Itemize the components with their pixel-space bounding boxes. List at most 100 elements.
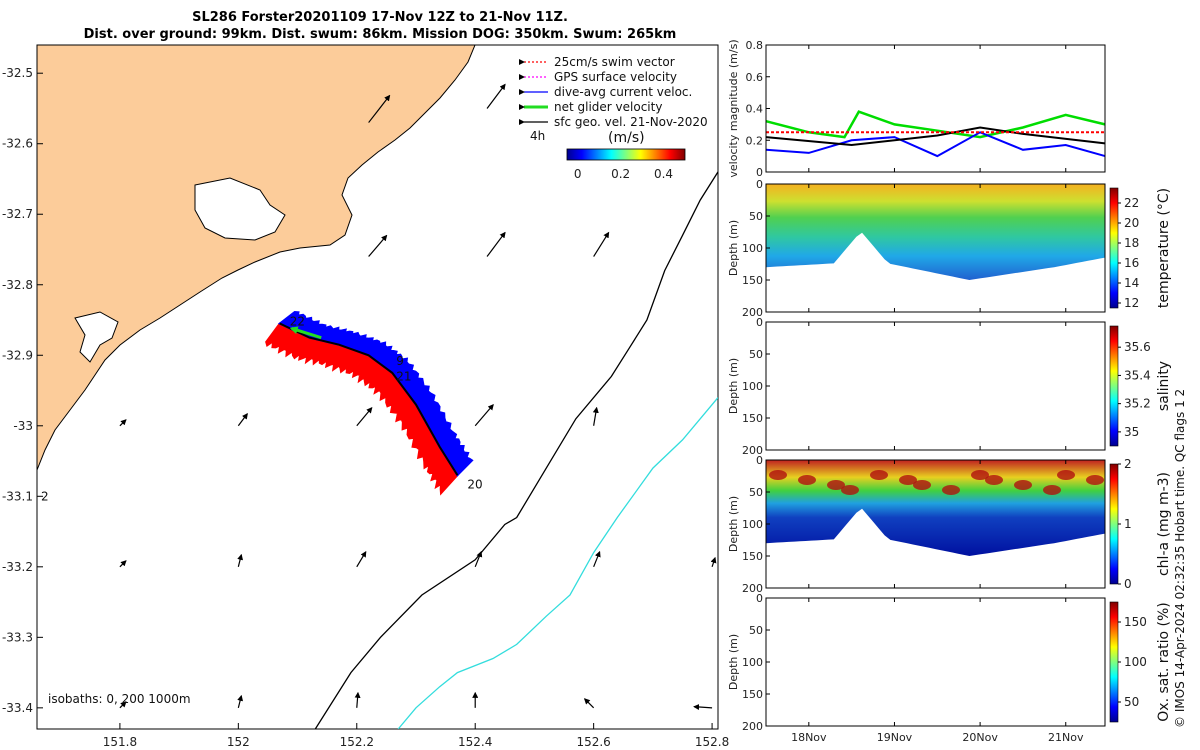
panel-ytick-label: 200	[742, 720, 763, 733]
legend-entry: dive-avg current veloc.	[554, 85, 692, 99]
panel-ytick-label: 100	[742, 380, 763, 393]
panel-ytick-label: 150	[742, 412, 763, 425]
panel-colorbar-tick: 0	[1124, 577, 1132, 591]
chla-maximum-patch	[1057, 470, 1075, 480]
chla-maximum-patch	[827, 480, 845, 490]
panel-ytick-label: 100	[742, 518, 763, 531]
panel-colorbar-tick: 22	[1124, 196, 1139, 210]
panel-colorbar-tick: 16	[1124, 256, 1139, 270]
isobath-1000m	[397, 397, 718, 729]
panel-ytick-label: 150	[742, 550, 763, 563]
geo-velocity-vector	[119, 701, 127, 709]
panel-ytick-label: 150	[742, 688, 763, 701]
geo-velocity-vector	[368, 234, 388, 257]
panel-ylabel: Depth (m)	[727, 358, 740, 414]
panel-ytick-label: 150	[742, 274, 763, 287]
salinity-panel: 0 50 100 150 200 Depth (m) 35 35.2 35.4 35.6 salin…	[727, 316, 1172, 457]
oxygen-panel: 0 50 100 150 200 Depth (m) 18Nov 19Nov 20Nov 21No…	[727, 592, 1172, 744]
panel-ytick-label: 0.8	[746, 39, 764, 52]
panel-colorbar-tick: 35.2	[1124, 397, 1151, 411]
map-colorbar-unit: (m/s)	[608, 130, 645, 146]
panel-colorbar-tick: 18	[1124, 236, 1139, 250]
net-velocity-arrow	[289, 326, 322, 340]
panel-colorbar-tick: 100	[1124, 655, 1147, 669]
panel-frame	[765, 597, 1106, 727]
geo-velocity-vector	[119, 560, 127, 568]
legend-entry: net glider velocity	[554, 100, 662, 114]
panel-colorbar-tick: 12	[1124, 296, 1139, 310]
panel-colorbar-tick: 20	[1124, 216, 1139, 230]
panel-colorbar	[1109, 463, 1119, 585]
day-label: 2	[41, 489, 49, 503]
panel-ylabel: Depth (m)	[727, 496, 740, 552]
chla-maximum-patch	[1043, 485, 1061, 495]
day-label: 22	[290, 314, 305, 328]
chla-maximum-patch	[971, 470, 989, 480]
panel-colorbar-label: chl-a (mg m-3)	[1156, 472, 1172, 576]
temperature-field	[766, 184, 1105, 280]
panel-ytick-label: 50	[749, 486, 763, 499]
chla-maximum-patch	[985, 475, 1003, 485]
panel-xtick-label: 19Nov	[877, 731, 913, 744]
chla-maximum-patch	[1014, 480, 1032, 490]
geo-velocity-vector	[486, 83, 506, 109]
panel-ytick-label: 50	[749, 348, 763, 361]
chla-maximum-patch	[769, 470, 787, 480]
panel-colorbar-tick: 35.6	[1124, 340, 1151, 354]
day-label: 9	[396, 354, 404, 368]
panel-ytick-label: 0.6	[746, 71, 764, 84]
panel-colorbar	[1109, 325, 1119, 447]
panel-ytick-label: 0	[756, 454, 763, 467]
panel-ytick-label: 0.2	[746, 134, 764, 147]
day-label: 20	[467, 477, 482, 491]
panel-ytick-label: 200	[742, 444, 763, 457]
panel-colorbar-label: salinity	[1156, 361, 1172, 411]
geo-velocity-vector	[486, 231, 506, 257]
chla-maximum-patch	[899, 475, 917, 485]
geo-velocity-vector	[119, 419, 127, 427]
geo-velocity-vector	[693, 703, 713, 710]
credit-text: © IMOS 14-Apr-2024 02:32:35 Hobart time.…	[1173, 389, 1187, 728]
panel-ylabel: velocity magnitude (m/s)	[727, 39, 740, 177]
panel-frame	[765, 44, 1106, 173]
geo-velocity-vector	[356, 550, 367, 568]
glider-track	[279, 322, 459, 476]
geo-velocity-vector	[583, 698, 595, 709]
map-ytick-label: -32.6	[2, 137, 33, 151]
map-ytick-label: -32.9	[2, 348, 33, 362]
panel-ylabel: Depth (m)	[727, 634, 740, 690]
chla-maximum-patch	[1086, 475, 1104, 485]
chla-maximum-patch	[942, 485, 960, 495]
lake-1	[194, 177, 286, 241]
panel-colorbar-tick: 14	[1124, 276, 1139, 290]
map-xtick-label: 152	[227, 735, 250, 749]
geo-velocity-vector	[592, 406, 599, 426]
panel-colorbar-tick: 35	[1124, 425, 1139, 439]
velocity-series-line	[765, 110, 1106, 139]
panel-colorbar-tick: 1	[1124, 517, 1132, 531]
panel-ytick-label: 200	[742, 582, 763, 595]
chla-maximum-patch	[841, 485, 859, 495]
panel-ytick-label: 0.4	[746, 103, 764, 116]
chla-maximum-patch	[913, 480, 931, 490]
legend-entry: sfc geo. vel. 21-Nov-2020	[554, 115, 708, 129]
panel-ytick-label: 0	[756, 592, 763, 605]
geo-velocity-vector	[474, 404, 494, 427]
map-xtick-label: 152.2	[340, 735, 374, 749]
map-colorbar-tick: 0.2	[611, 167, 630, 181]
map-colorbar-tick: 0	[574, 167, 582, 181]
map-xtick-label: 151.8	[103, 735, 137, 749]
isobath-200m	[314, 171, 718, 729]
lake-2	[74, 311, 119, 363]
panel-ytick-label: 0	[756, 178, 763, 191]
legend-4h-label: 4h	[530, 129, 545, 143]
geo-velocity-vector	[237, 694, 244, 708]
map-ytick-label: -33.2	[2, 560, 33, 574]
panel-ytick-label: 50	[749, 210, 763, 223]
panel-ylabel: Depth (m)	[727, 220, 740, 276]
panel-ytick-label: 100	[742, 656, 763, 669]
map-ytick-label: -33	[13, 419, 33, 433]
chla-maximum-patch	[870, 470, 888, 480]
velocity-panel: 0 0.2 0.4 0.6 0.8 velocity magnitude (m/s)	[727, 39, 1106, 179]
